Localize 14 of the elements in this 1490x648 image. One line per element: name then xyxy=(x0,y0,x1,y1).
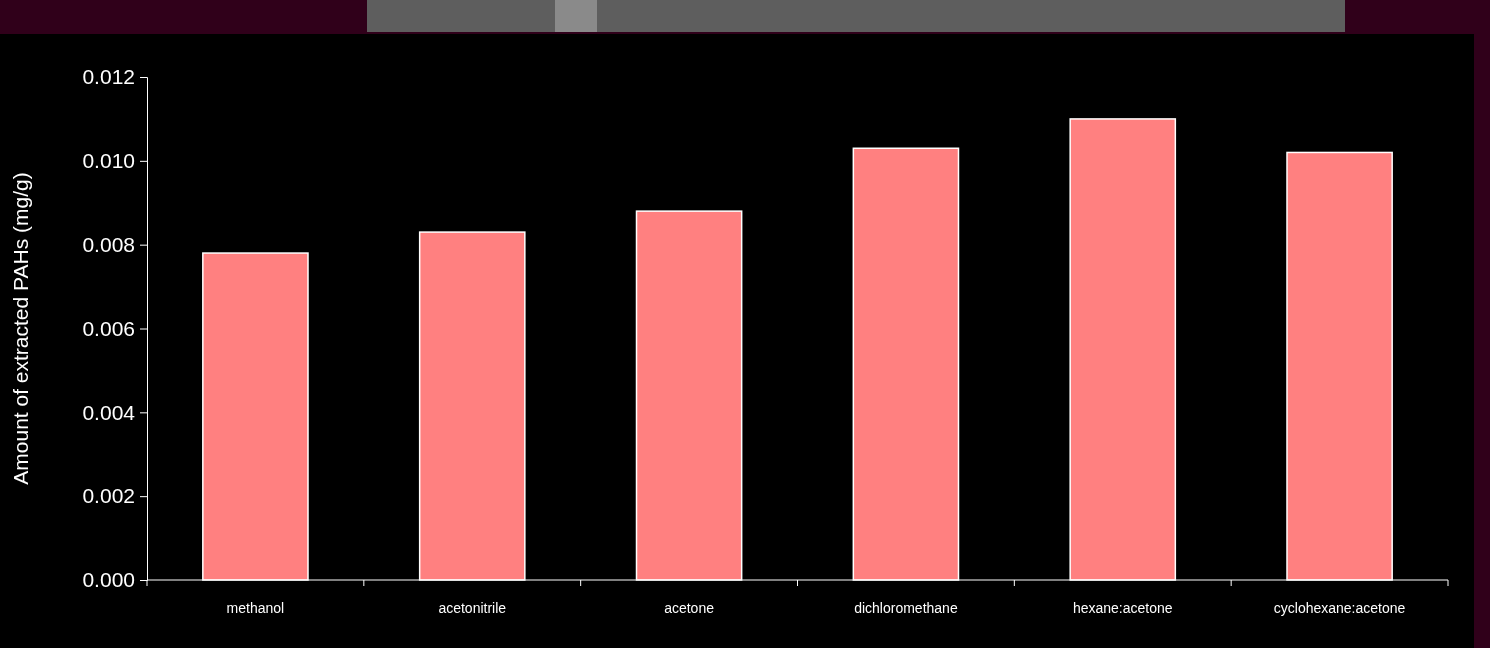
x-tick-label: acetone xyxy=(664,600,715,616)
x-tick-label: dichloromethane xyxy=(854,600,958,616)
y-tick-label: 0.012 xyxy=(82,65,135,89)
y-tick-label: 0.006 xyxy=(82,316,135,340)
y-tick-label: 0.010 xyxy=(82,149,135,173)
x-tick-label: methanol xyxy=(226,600,285,616)
y-tick-label: 0.004 xyxy=(82,400,136,424)
x-tick-label: hexane:acetone xyxy=(1072,600,1173,616)
y-tick-label: 0.000 xyxy=(82,568,135,592)
y-tick-label: 0.002 xyxy=(82,484,135,508)
x-tick-label: acetonitrile xyxy=(438,600,507,616)
y-tick-label: 0.008 xyxy=(82,232,135,256)
x-tick-label: cyclohexane:acetone xyxy=(1273,600,1406,616)
y-axis-title: Amount of extracted PAHs (mg/g) xyxy=(9,172,32,485)
